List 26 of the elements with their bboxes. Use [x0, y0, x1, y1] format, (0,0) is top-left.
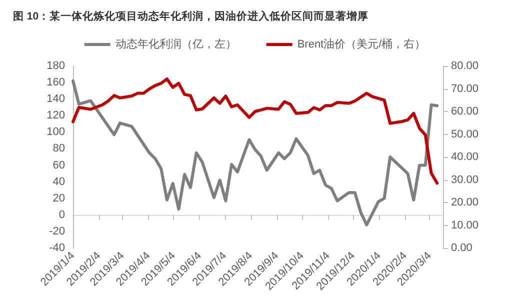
y2-tick-label: 60.00 — [451, 106, 479, 118]
y2-tick-label: 0.00 — [451, 242, 472, 254]
y2-tick-label: 50.00 — [451, 128, 479, 140]
legend-label: 动态年化利润（亿，左） — [115, 38, 236, 50]
y2-tick-label: 30.00 — [451, 174, 479, 186]
y-tick-label: 140 — [46, 93, 65, 106]
y-tick-label: 0 — [58, 208, 65, 221]
legend-label: Brent油价（美元/桶，右） — [297, 38, 426, 50]
line-series — [72, 79, 439, 226]
y-tick-label: 120 — [46, 110, 65, 122]
y-tick-label: 40 — [52, 176, 65, 188]
y-tick-label: 100 — [46, 126, 65, 138]
y2-tick-label: 40.00 — [451, 151, 479, 163]
y2-tick-label: 80.00 — [451, 60, 479, 72]
y-tick-label: -20 — [49, 225, 65, 238]
y2-tick-label: 70.00 — [451, 82, 479, 95]
y2-tick-label: 20.00 — [451, 196, 479, 208]
y-tick-label: 20 — [52, 192, 65, 204]
y-tick-label: 80 — [52, 142, 65, 155]
y-tick-label: 160 — [46, 76, 65, 89]
y-tick-label: -40 — [49, 242, 65, 254]
y2-tick-label: 10.00 — [451, 219, 479, 232]
chart-title: 图 10：某一体化炼化项目动态年化利润，因油价进入低价区间而显著增厚 — [13, 10, 369, 22]
y-tick-label: 60 — [52, 159, 65, 172]
y-tick-label: 180 — [46, 60, 65, 72]
line-series — [72, 77, 439, 185]
